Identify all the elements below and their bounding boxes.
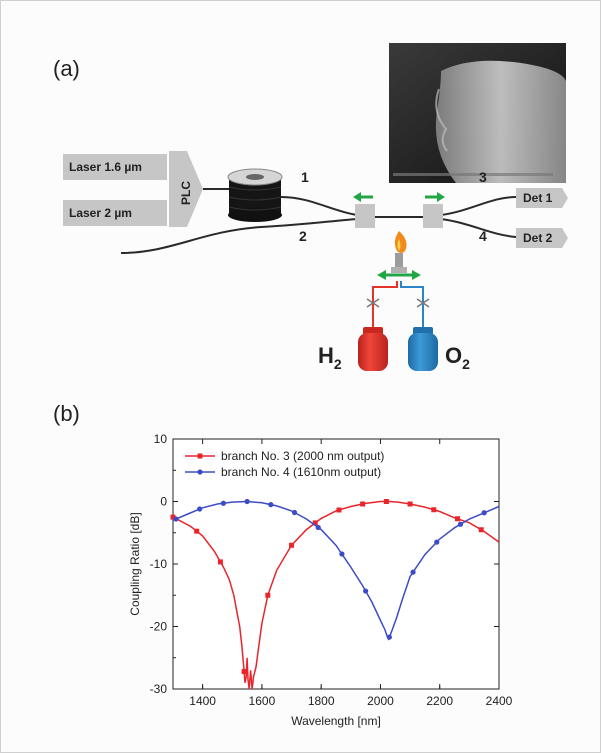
series-1-marker <box>265 592 271 598</box>
series-1-marker <box>360 501 366 507</box>
series-2-marker <box>315 524 321 531</box>
series-2-marker <box>481 510 487 516</box>
panel-a-label: (a) <box>53 56 80 81</box>
y-tick-label: -20 <box>150 620 168 634</box>
laser-2-box: Laser 2 µm <box>63 200 167 226</box>
right-clamp <box>423 204 443 228</box>
left-stretch-arrow <box>353 192 373 202</box>
series-1-marker <box>336 507 342 513</box>
y-tick-label: 0 <box>160 495 167 509</box>
laser-1-box: Laser 1.6 µm <box>63 154 167 180</box>
legend-group: branch No. 3 (2000 nm output) branch No. … <box>185 449 384 479</box>
x-tick-label: 1400 <box>189 694 216 708</box>
laser-1-label: Laser 1.6 µm <box>69 160 142 174</box>
series-2-marker <box>386 634 392 640</box>
series-2-marker <box>244 498 250 505</box>
y-tick-label: -30 <box>150 682 168 696</box>
tick-group: 1400 1600 1800 2000 2200 2400 -30 -20 -10 0 10 <box>150 432 513 708</box>
x-tick-label: 1600 <box>249 694 276 708</box>
legend-marker-1 <box>197 453 203 459</box>
series-2-marker <box>434 539 440 545</box>
legend-label-1: branch No. 3 (2000 nm output) <box>221 449 384 463</box>
o2-label: O2 <box>445 343 470 372</box>
series-1-marker <box>455 516 461 522</box>
series-2-marker <box>363 588 369 594</box>
plot-frame-group <box>172 438 500 690</box>
det-2-label: Det 2 <box>523 231 553 245</box>
port-3-label: 3 <box>479 169 487 185</box>
fiber-lines <box>120 188 517 254</box>
right-stretch-arrow <box>425 192 445 202</box>
series-group <box>170 498 500 690</box>
plc-coupler: PLC <box>169 151 203 227</box>
series-1-marker <box>478 527 484 533</box>
laser-2-rect <box>63 200 167 226</box>
legend-marker-2 <box>197 469 203 475</box>
h2-label: H2 <box>318 343 342 372</box>
plc-shape <box>169 151 203 227</box>
x-axis-label: Wavelength [nm] <box>291 714 381 728</box>
o2-tank <box>408 327 438 371</box>
series-2-marker <box>268 502 274 508</box>
torch-move-arrow <box>377 270 421 280</box>
plc-label: PLC <box>179 181 193 205</box>
series-2-marker <box>220 500 226 506</box>
y-axis-label: Coupling Ratio [dB] <box>128 512 142 615</box>
series-1-marker <box>289 542 295 548</box>
series-1-marker <box>194 528 200 534</box>
gas-lines <box>372 281 424 327</box>
x-tick-label: 2000 <box>367 694 394 708</box>
valves <box>366 298 430 308</box>
det-2-shape <box>516 228 568 248</box>
h2-tank <box>358 327 388 371</box>
fiber-spool <box>227 168 283 222</box>
series-2-marker <box>339 551 345 557</box>
detector-1: Det 1 <box>516 188 568 208</box>
x-tick-label: 2400 <box>486 694 513 708</box>
coupling-ratio-chart: 1400 1600 1800 2000 2200 2400 -30 -20 -10 0 10 bra… <box>128 432 513 728</box>
port-4-label: 4 <box>479 228 487 244</box>
torch <box>391 253 407 273</box>
series-1-marker <box>217 559 223 565</box>
series-1-marker <box>407 501 413 507</box>
panel-b-label: (b) <box>53 401 80 426</box>
port-1-label: 1 <box>301 169 309 185</box>
laser-1-rect <box>63 154 167 180</box>
x-tick-label: 1800 <box>308 694 335 708</box>
sem-image <box>389 43 566 183</box>
port-2-label: 2 <box>299 228 307 244</box>
laser-2-label: Laser 2 µm <box>69 206 132 220</box>
flame <box>394 231 407 253</box>
x-tick-label: 2200 <box>426 694 453 708</box>
series-1-marker <box>312 520 318 526</box>
series-1-marker <box>431 507 437 513</box>
series-2-marker <box>410 569 416 575</box>
series-2-marker <box>197 506 203 512</box>
series-2-marker <box>173 516 179 522</box>
series-1-marker <box>170 514 176 520</box>
series-2-marker <box>291 509 298 516</box>
det-1-shape <box>516 188 568 208</box>
left-clamp <box>355 204 375 228</box>
plot-frame <box>172 438 500 690</box>
series-1-marker <box>241 669 247 674</box>
det-1-label: Det 1 <box>523 191 553 205</box>
y-tick-label: 10 <box>154 432 168 446</box>
detector-2: Det 2 <box>516 228 568 248</box>
legend-label-2: branch No. 4 (1610nm output) <box>221 465 381 479</box>
y-tick-label: -10 <box>150 557 168 571</box>
series-2-marker <box>457 521 464 527</box>
series-line-1 <box>172 500 500 690</box>
series-1-marker <box>383 499 389 504</box>
